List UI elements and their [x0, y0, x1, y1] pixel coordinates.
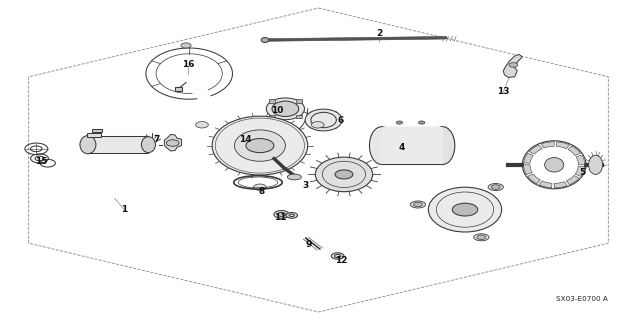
Circle shape: [254, 184, 266, 190]
Ellipse shape: [234, 130, 285, 161]
Circle shape: [331, 253, 344, 259]
Bar: [92, 129, 102, 132]
Polygon shape: [503, 54, 522, 77]
Ellipse shape: [272, 101, 299, 116]
Circle shape: [311, 122, 324, 128]
Ellipse shape: [488, 184, 503, 191]
Text: 4: 4: [398, 143, 404, 152]
Ellipse shape: [212, 116, 308, 175]
Ellipse shape: [80, 135, 96, 154]
Text: 8: 8: [258, 188, 264, 196]
Circle shape: [419, 121, 425, 124]
Ellipse shape: [545, 158, 564, 172]
Circle shape: [181, 43, 191, 48]
Bar: [87, 133, 101, 137]
Ellipse shape: [305, 109, 342, 131]
Text: 6: 6: [338, 116, 344, 124]
Polygon shape: [527, 174, 540, 184]
Text: 1: 1: [121, 205, 127, 214]
Circle shape: [166, 140, 179, 146]
Text: 13: 13: [497, 87, 510, 96]
Text: 16: 16: [182, 60, 194, 68]
Ellipse shape: [410, 201, 426, 208]
Polygon shape: [575, 166, 585, 176]
Bar: [382, 127, 443, 164]
Ellipse shape: [261, 37, 269, 43]
Text: 2: 2: [376, 29, 382, 38]
Bar: [269, 115, 275, 118]
Text: 15: 15: [35, 157, 48, 166]
Circle shape: [274, 211, 289, 218]
Ellipse shape: [431, 127, 455, 164]
Ellipse shape: [141, 137, 155, 153]
Polygon shape: [524, 165, 533, 174]
Text: 5: 5: [580, 168, 586, 177]
Polygon shape: [554, 182, 567, 188]
Circle shape: [196, 122, 208, 128]
Circle shape: [509, 63, 518, 67]
Polygon shape: [529, 145, 542, 154]
Polygon shape: [164, 134, 182, 151]
Bar: [87, 136, 148, 153]
Text: 9: 9: [306, 240, 312, 249]
Polygon shape: [576, 155, 585, 165]
Ellipse shape: [474, 234, 489, 241]
Ellipse shape: [369, 127, 394, 164]
Polygon shape: [539, 181, 552, 188]
Ellipse shape: [287, 174, 301, 180]
Ellipse shape: [589, 155, 603, 174]
Text: SX03-E0700 A: SX03-E0700 A: [557, 296, 608, 302]
Bar: [296, 99, 302, 103]
Text: 14: 14: [239, 135, 252, 144]
Circle shape: [286, 212, 297, 218]
Circle shape: [246, 139, 274, 153]
Bar: [296, 115, 302, 118]
Polygon shape: [541, 142, 554, 148]
Circle shape: [452, 203, 478, 216]
Circle shape: [335, 170, 353, 179]
Polygon shape: [556, 142, 569, 149]
Circle shape: [413, 202, 422, 207]
Text: 12: 12: [334, 256, 347, 265]
Polygon shape: [566, 175, 579, 185]
Bar: [269, 99, 275, 103]
Text: 10: 10: [271, 106, 283, 115]
Ellipse shape: [428, 187, 502, 232]
Ellipse shape: [266, 98, 304, 120]
Text: 3: 3: [303, 181, 309, 190]
Circle shape: [477, 235, 486, 239]
Text: 7: 7: [153, 135, 159, 144]
Circle shape: [396, 121, 403, 124]
Ellipse shape: [315, 157, 373, 192]
Circle shape: [491, 185, 500, 189]
Polygon shape: [568, 146, 581, 156]
Polygon shape: [524, 153, 533, 163]
Bar: [175, 87, 182, 91]
Text: 11: 11: [274, 213, 287, 222]
